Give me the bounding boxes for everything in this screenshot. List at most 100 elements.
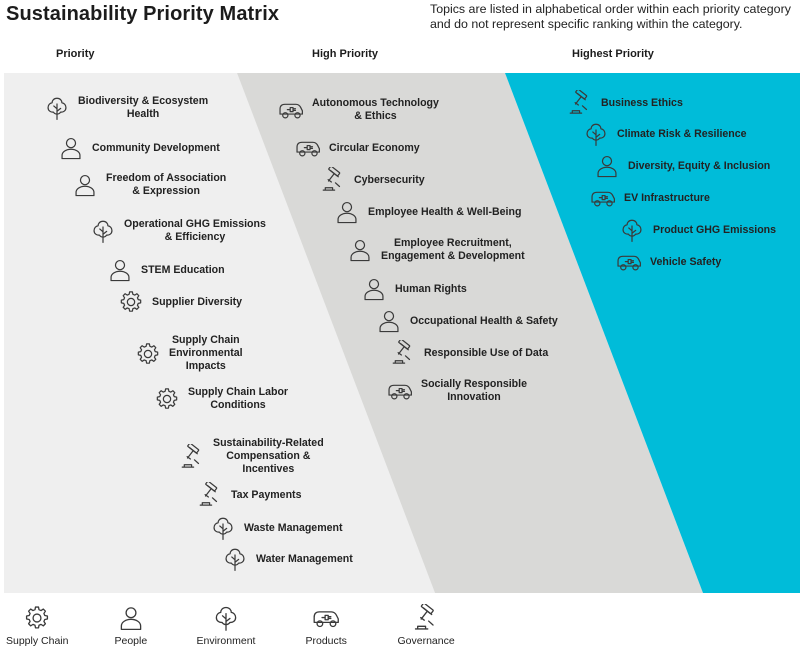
topic-label: Responsible Use of Data: [424, 347, 548, 360]
topic-label-line: EV Infrastructure: [624, 191, 710, 204]
topic-label-line: Cybersecurity: [354, 173, 425, 186]
topic-label: Community Development: [92, 142, 220, 155]
topic-label: Supply Chain Labor Conditions: [188, 386, 288, 412]
topic-label: Supply Chain Environmental Impacts: [169, 334, 243, 373]
governance-icon: [569, 90, 588, 114]
topic-item: Community Development: [58, 135, 220, 161]
people-icon: [337, 201, 357, 224]
topic-label: Autonomous Technology & Ethics: [312, 97, 439, 123]
topic-label-line: Circular Economy: [329, 141, 420, 154]
people-icon: [120, 607, 142, 631]
topic-label-line: Compensation &: [226, 450, 311, 462]
topic-label: Employee Recruitment, Engagement & Develo…: [381, 237, 525, 263]
topic-item: Human Rights: [361, 276, 467, 302]
topic-label-line: Employee Recruitment,: [393, 237, 512, 249]
topic-label-line: & Efficiency: [164, 231, 226, 243]
legend-label: Products: [305, 635, 347, 647]
legend-label: Supply Chain: [6, 635, 69, 647]
high-priority-band: [237, 73, 703, 593]
topic-label: Product GHG Emissions: [653, 224, 776, 237]
topic-label-line: Occupational Health & Safety: [410, 314, 558, 327]
ordering-note-line: and do not represent specific ranking wi…: [430, 17, 743, 31]
topic-label: Human Rights: [395, 283, 467, 296]
governance-icon: [392, 340, 411, 364]
topic-label-line: Diversity, Equity & Inclusion: [628, 159, 771, 172]
topic-label: Employee Health & Well-Being: [368, 206, 521, 219]
topic-item: Supply Chain Labor Conditions: [154, 386, 288, 412]
highest-priority-band: [505, 73, 800, 593]
topic-item: Socially Responsible Innovation: [387, 378, 527, 404]
topic-label-line: Community Development: [92, 141, 220, 154]
topic-label: EV Infrastructure: [624, 192, 710, 205]
topic-label-line: Health: [126, 108, 160, 120]
topic-item: Cybersecurity: [320, 167, 425, 193]
topic-label: Supplier Diversity: [152, 296, 242, 309]
topic-label: Operational GHG Emissions & Efficiency: [124, 218, 266, 244]
topic-label-line: Conditions: [210, 399, 266, 411]
environment-icon: [622, 219, 642, 242]
topic-item: Sustainability-Related Compensation & Ince…: [179, 437, 324, 476]
governance-icon: [181, 443, 200, 468]
legend-label: Governance: [397, 635, 455, 647]
supply-chain-icon: [120, 291, 142, 312]
topic-label: Waste Management: [244, 522, 343, 535]
governance-icon: [199, 482, 218, 506]
topic-item: Product GHG Emissions: [619, 217, 776, 243]
people-icon: [110, 259, 130, 282]
environment-icon: [93, 220, 113, 243]
topic-item: Vehicle Safety: [616, 249, 721, 275]
topic-label-line: Waste Management: [244, 521, 343, 534]
products-icon: [617, 255, 641, 271]
people-icon: [61, 137, 81, 160]
topic-label-line: Biodiversity & Ecosystem: [78, 95, 209, 107]
legend-item-people: People: [115, 604, 147, 647]
governance-icon: [322, 167, 341, 191]
topic-label-line: Socially Responsible: [421, 378, 527, 390]
topic-item: Biodiversity & Ecosystem Health: [44, 95, 208, 121]
topic-item: Responsible Use of Data: [390, 340, 548, 366]
topic-label-line: Responsible Use of Data: [424, 346, 549, 359]
topic-item: Autonomous Technology & Ethics: [278, 97, 439, 123]
topic-label-line: Human Rights: [395, 282, 467, 295]
topic-label-line: Freedom of Association: [106, 172, 227, 184]
topic-label-line: Water Management: [256, 552, 353, 565]
legend-item-supply-chain: Supply Chain: [6, 604, 68, 647]
topic-item: Freedom of Association & Expression: [72, 172, 226, 198]
topic-label-line: Climate Risk & Resilience: [617, 127, 747, 140]
topic-label: STEM Education: [141, 264, 225, 277]
topic-label-line: Sustainability-Related: [213, 437, 324, 449]
topic-label: Sustainability-Related Compensation & Ince…: [213, 437, 324, 476]
topic-item: Water Management: [222, 546, 353, 572]
topic-item: Employee Recruitment, Engagement & Develo…: [347, 237, 525, 263]
products-icon: [591, 191, 615, 207]
topic-label: Water Management: [256, 553, 353, 566]
topic-item: Employee Health & Well-Being: [334, 199, 521, 225]
topic-label-line: Supply Chain Labor: [188, 386, 289, 398]
products-icon: [388, 384, 412, 400]
products-icon: [313, 611, 340, 628]
environment-icon: [225, 548, 245, 571]
topic-item: EV Infrastructure: [590, 185, 710, 211]
topic-label: Climate Risk & Resilience: [617, 128, 747, 141]
topic-label-line: Autonomous Technology: [312, 97, 439, 109]
environment-icon: [213, 517, 233, 540]
topic-label: Business Ethics: [601, 97, 683, 110]
products-icon: [296, 141, 320, 157]
topic-item: Supply Chain Environmental Impacts: [135, 334, 243, 373]
topic-item: Diversity, Equity & Inclusion: [594, 153, 770, 179]
column-heading-priority: Priority: [56, 48, 95, 60]
column-heading-highest-priority: Highest Priority: [572, 48, 654, 60]
topic-label: Diversity, Equity & Inclusion: [628, 160, 770, 173]
topic-label-line: Employee Health & Well-Being: [368, 205, 522, 218]
environment-icon: [215, 606, 237, 631]
environment-icon: [586, 123, 606, 146]
topic-label-line: STEM Education: [141, 263, 225, 276]
topic-label-line: Supplier Diversity: [152, 295, 243, 308]
governance-icon: [414, 604, 434, 630]
topic-label-line: Incentives: [242, 463, 295, 475]
people-icon: [75, 174, 95, 197]
topic-label-line: Tax Payments: [231, 488, 302, 501]
legend-label: Environment: [196, 635, 256, 647]
products-icon: [279, 103, 303, 119]
